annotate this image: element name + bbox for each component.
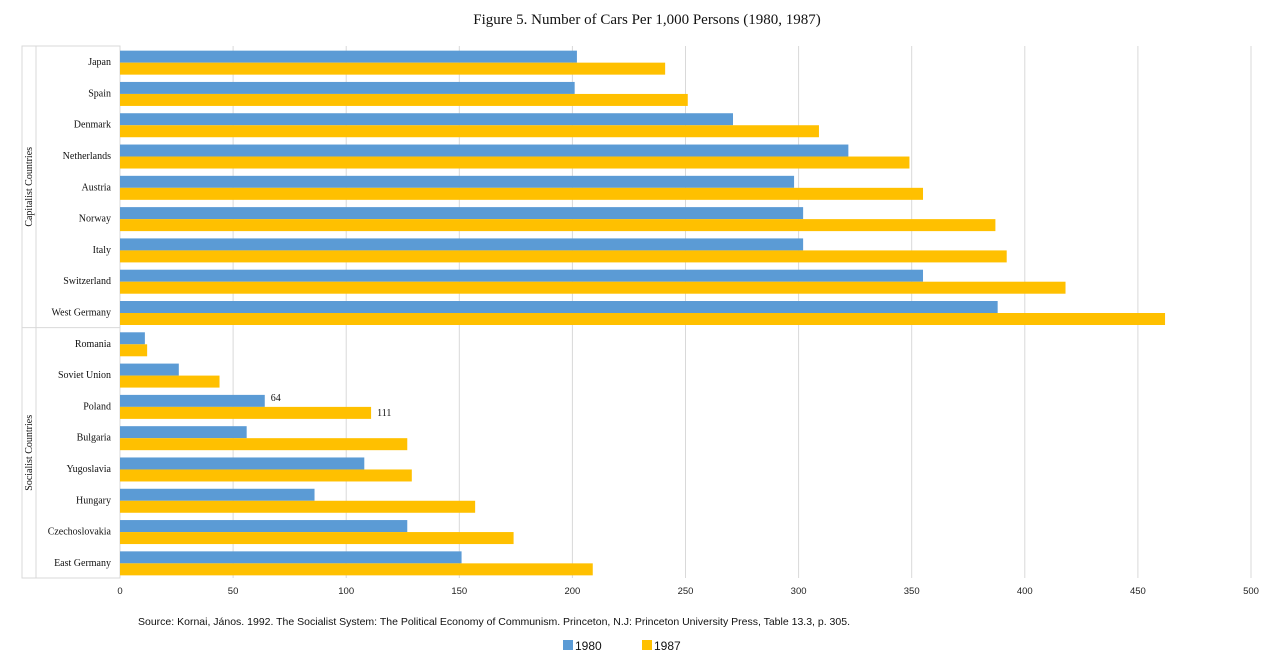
bar-austria-1987 — [120, 187, 924, 200]
category-label-spain: Spain — [88, 88, 111, 99]
category-label-switzerland: Switzerland — [63, 276, 111, 287]
bar-japan-1980 — [120, 50, 577, 63]
x-tick-label: 50 — [228, 586, 239, 597]
bar-norway-1987 — [120, 219, 996, 232]
x-tick-label: 150 — [451, 586, 467, 597]
category-label-japan: Japan — [88, 57, 111, 68]
category-label-yugoslavia: Yugoslavia — [67, 464, 112, 475]
bar-hungary-1980 — [120, 488, 315, 501]
category-label-denmark: Denmark — [74, 120, 111, 131]
data-label-poland-1980: 64 — [271, 393, 281, 404]
bar-soviet-union-1987 — [120, 375, 220, 388]
bar-denmark-1980 — [120, 113, 734, 126]
category-label-czechoslovakia: Czechoslovakia — [48, 527, 112, 538]
legend-swatch-1987 — [642, 640, 652, 650]
category-label-austria: Austria — [82, 182, 112, 193]
data-labels: 64 111 — [271, 393, 392, 419]
category-label-bulgaria: Bulgaria — [77, 433, 112, 444]
bar-switzerland-1980 — [120, 269, 924, 282]
bar-poland-1980 — [120, 394, 265, 407]
bar-romania-1987 — [120, 344, 148, 357]
bar-bulgaria-1980 — [120, 426, 247, 439]
bar-east-germany-1980 — [120, 551, 462, 564]
bar-denmark-1987 — [120, 125, 819, 138]
bar-yugoslavia-1980 — [120, 457, 365, 470]
x-tick-labels: 0 50 100 150 200 250 300 350 400 450 500 — [117, 586, 1259, 597]
bar-italy-1980 — [120, 238, 804, 251]
bar-spain-1980 — [120, 81, 575, 94]
x-tick-label: 500 — [1243, 586, 1259, 597]
bar-bulgaria-1987 — [120, 438, 408, 451]
bar-netherlands-1987 — [120, 156, 910, 169]
category-label-romania: Romania — [75, 339, 112, 350]
x-tick-label: 100 — [338, 586, 354, 597]
bar-switzerland-1987 — [120, 281, 1066, 294]
x-tick-label: 400 — [1017, 586, 1033, 597]
legend: 1980 1987 — [563, 639, 681, 653]
bar-czechoslovakia-1987 — [120, 532, 514, 545]
bar-romania-1980 — [120, 332, 145, 345]
x-tick-label: 200 — [564, 586, 580, 597]
category-label-west-germany: West Germany — [52, 308, 111, 319]
category-label-east-germany: East Germany — [54, 558, 111, 569]
data-label-poland-1987: 111 — [377, 408, 391, 419]
bar-italy-1987 — [120, 250, 1007, 263]
legend-label-1987: 1987 — [654, 639, 681, 653]
bar-norway-1980 — [120, 207, 804, 220]
category-label-soviet-union: Soviet Union — [58, 370, 111, 381]
x-tick-label: 0 — [117, 586, 122, 597]
legend-swatch-1980 — [563, 640, 573, 650]
category-label-italy: Italy — [93, 245, 111, 256]
bar-spain-1987 — [120, 93, 688, 106]
bar-east-germany-1987 — [120, 563, 593, 576]
bar-west-germany-1980 — [120, 301, 998, 313]
category-labels: Capitalist Countries Socialist Countries J… — [24, 57, 112, 569]
bar-netherlands-1980 — [120, 144, 849, 157]
source-note: Source: Kornai, János. 1992. The Sociali… — [138, 616, 850, 628]
category-label-netherlands: Netherlands — [63, 151, 111, 162]
category-label-poland: Poland — [83, 401, 111, 412]
x-tick-label: 450 — [1130, 586, 1146, 597]
bar-austria-1980 — [120, 175, 795, 188]
bar-poland-1987 — [120, 406, 372, 419]
bar-soviet-union-1980 — [120, 363, 179, 376]
bar-west-germany-1987 — [120, 313, 1166, 325]
chart-title: Figure 5. Number of Cars Per 1,000 Perso… — [473, 12, 820, 28]
group-label-capitalist-countries: Capitalist Countries — [24, 147, 35, 227]
bars — [120, 50, 1166, 576]
bar-czechoslovakia-1980 — [120, 520, 408, 533]
bar-japan-1987 — [120, 62, 666, 75]
x-tick-label: 250 — [678, 586, 694, 597]
legend-label-1980: 1980 — [575, 639, 602, 653]
category-label-norway: Norway — [79, 214, 111, 225]
x-tick-label: 350 — [904, 586, 920, 597]
x-tick-label: 300 — [791, 586, 807, 597]
bar-hungary-1987 — [120, 500, 476, 513]
group-label-socialist-countries: Socialist Countries — [24, 415, 35, 491]
bar-yugoslavia-1987 — [120, 469, 412, 482]
category-label-hungary: Hungary — [76, 495, 111, 506]
